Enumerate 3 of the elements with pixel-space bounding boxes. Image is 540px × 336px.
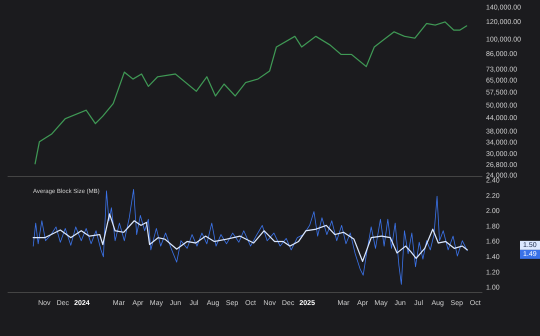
line-series	[34, 21, 468, 164]
line-series	[32, 213, 468, 262]
line-series	[32, 189, 468, 285]
